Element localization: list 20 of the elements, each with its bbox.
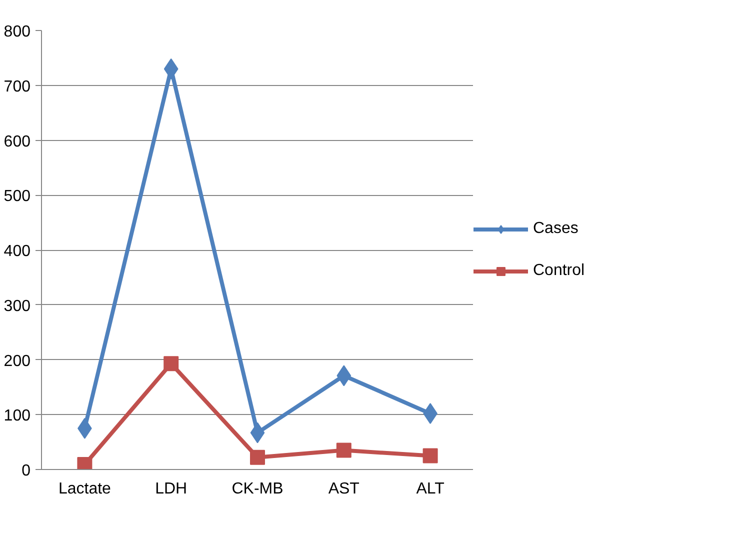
x-tick-label: CK-MB — [232, 480, 284, 498]
y-tick-label: 100 — [4, 408, 31, 425]
y-tick-label: 200 — [4, 352, 31, 370]
y-tick-label: 500 — [4, 188, 31, 206]
y-tick-label: 400 — [4, 243, 31, 260]
y-tick-label: 700 — [4, 78, 31, 96]
x-tick-label: LDH — [155, 480, 188, 498]
point — [336, 442, 352, 458]
legend-label: Control — [533, 262, 585, 280]
point — [422, 448, 438, 464]
x-tick-label: Lactate — [58, 480, 112, 498]
x-tick-label: AST — [328, 480, 360, 498]
y-tick-label: 600 — [4, 133, 31, 150]
x-tick-label: ALT — [416, 480, 445, 498]
y-tick-label: 0 — [22, 462, 31, 480]
legend-label: Cases — [533, 220, 578, 238]
point — [250, 450, 265, 465]
y-tick-label: 300 — [4, 298, 31, 315]
point — [164, 356, 179, 372]
y-tick-label: 800 — [4, 24, 31, 40]
